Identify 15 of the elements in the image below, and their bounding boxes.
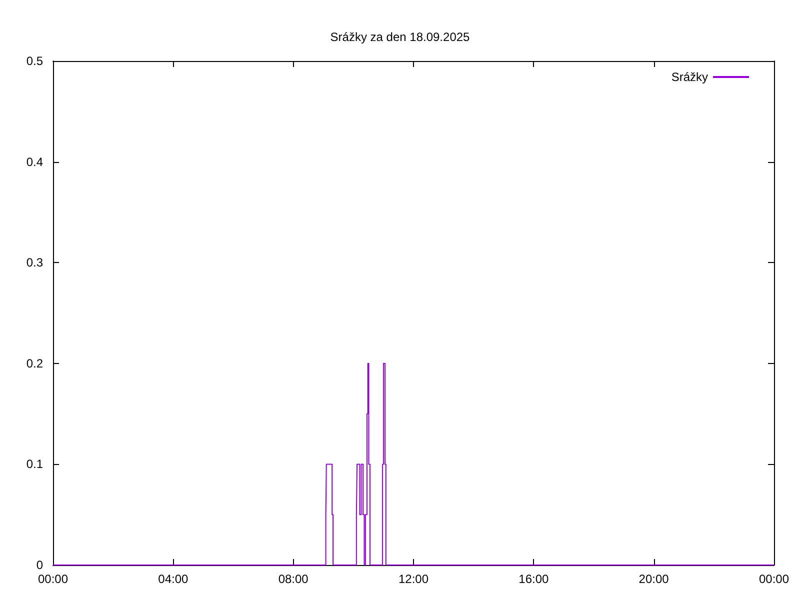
chart-title: Srážky za den 18.09.2025: [330, 30, 470, 44]
y-tick-label: 0.1: [26, 457, 44, 472]
x-tick-label: 00:00: [758, 572, 790, 586]
y-tick-label: 0.2: [26, 356, 44, 370]
x-tick-label: 04:00: [158, 572, 189, 586]
x-tick-label: 20:00: [638, 572, 670, 586]
y-tick-label: 0.4: [26, 154, 44, 169]
y-tick-label: 0.5: [26, 54, 44, 68]
x-tick-label: 12:00: [398, 572, 429, 586]
x-tick-label: 08:00: [278, 572, 309, 586]
x-tick-label: 16:00: [518, 572, 549, 586]
legend-label: Srážky: [671, 70, 708, 84]
y-tick-label: 0: [36, 558, 44, 572]
x-tick-label: 00:00: [38, 572, 68, 586]
y-tick-label: 0.3: [26, 256, 44, 270]
